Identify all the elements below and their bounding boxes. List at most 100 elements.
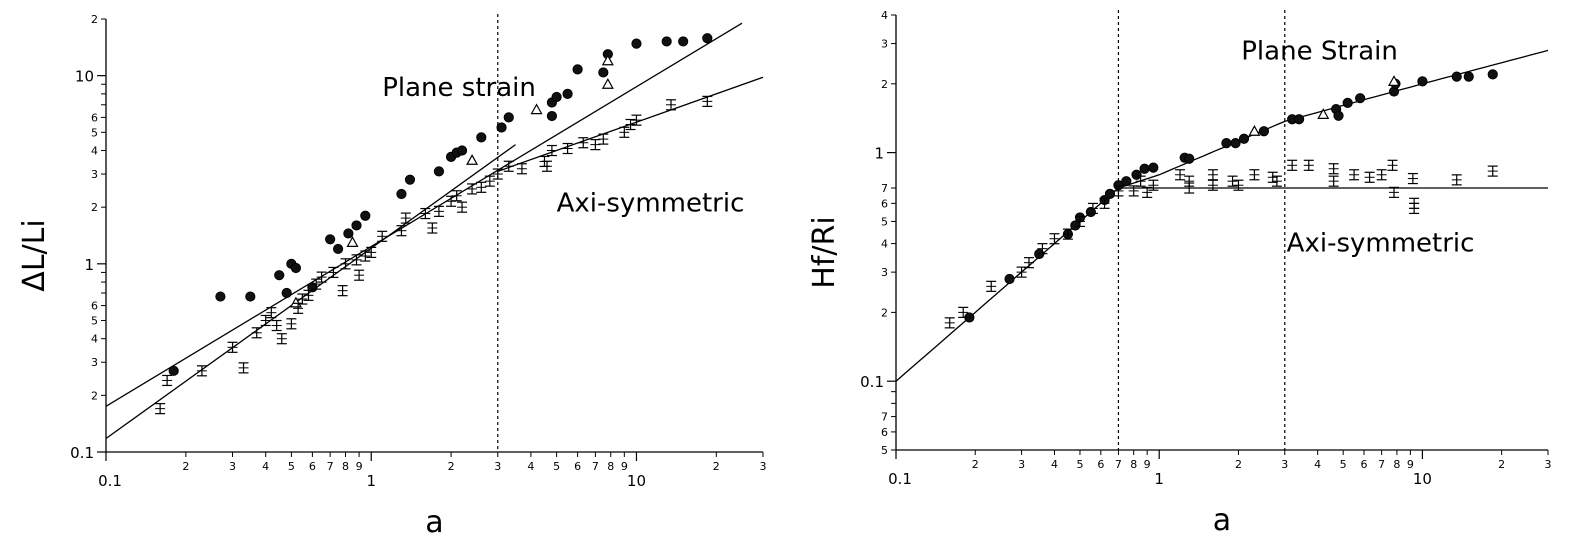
y-minor-tick-label: 5: [881, 215, 888, 228]
data-point-errorbar: [944, 317, 955, 329]
x-minor-tick-label: 9: [356, 460, 363, 473]
x-minor-tick-label: 9: [1407, 458, 1414, 471]
data-point-filled: [332, 243, 344, 255]
data-point-errorbar: [1062, 228, 1073, 240]
x-minor-tick-label: 7: [327, 460, 334, 473]
x-minor-tick-label: 3: [760, 460, 767, 473]
data-point-errorbar: [1207, 169, 1218, 181]
data-point-errorbar: [196, 365, 207, 377]
x-minor-tick-label: 8: [1393, 458, 1400, 471]
data-point-errorbar: [1407, 172, 1418, 185]
data-point-errorbar: [1037, 243, 1048, 255]
x-minor-tick-label: 2: [1235, 458, 1242, 471]
x-minor-tick-label: 2: [448, 460, 455, 473]
y-minor-tick-label: 6: [881, 197, 888, 210]
data-point-filled: [456, 145, 468, 156]
data-point-filled: [546, 110, 558, 122]
data-point-errorbar: [155, 403, 166, 415]
x-minor-tick-label: 8: [1130, 458, 1137, 471]
data-point-filled: [572, 64, 583, 75]
y-minor-tick-label: 5: [91, 314, 98, 327]
x-major-tick-label: 0.1: [98, 472, 122, 490]
data-point-errorbar: [360, 250, 371, 262]
data-point-errorbar: [503, 160, 514, 172]
data-point-errorbar: [366, 246, 377, 259]
data-point-filled: [215, 291, 226, 302]
y-axis-title: Hf/Ri: [807, 216, 842, 288]
data-point-filled: [245, 291, 256, 302]
y-major-tick-label: 0.1: [860, 373, 884, 391]
data-point-errorbar: [1049, 233, 1060, 245]
data-point-filled: [1004, 273, 1015, 285]
data-point-errorbar: [340, 258, 351, 270]
data-point-errorbar: [251, 327, 262, 339]
data-point-errorbar: [311, 278, 322, 290]
y-axis-title: ΔL/Li: [17, 219, 52, 291]
y-major-tick-label: 10: [75, 68, 94, 86]
data-point-errorbar: [619, 126, 630, 138]
data-point-filled: [631, 38, 642, 49]
x-minor-tick-label: 3: [1018, 458, 1025, 471]
data-point-filled: [1139, 163, 1150, 174]
data-point-errorbar: [328, 266, 339, 279]
annotation-label: Axi-symmetric: [557, 188, 745, 218]
data-point-errorbar: [1287, 159, 1298, 171]
data-point-errorbar: [316, 271, 327, 283]
data-point-errorbar: [1184, 182, 1195, 194]
data-point-errorbar: [1487, 165, 1498, 177]
data-point-errorbar: [420, 207, 431, 220]
data-point-filled: [1355, 93, 1366, 104]
data-point-errorbar: [986, 280, 997, 292]
data-point-errorbar: [238, 362, 249, 374]
data-point-errorbar: [1376, 169, 1387, 181]
x-major-tick-label: 10: [1413, 470, 1432, 488]
data-point-errorbar: [542, 160, 553, 172]
y-minor-tick-label: 3: [91, 356, 98, 369]
data-point-errorbar: [276, 333, 287, 345]
x-minor-tick-label: 5: [553, 460, 560, 473]
data-point-filled: [1417, 76, 1428, 87]
chart-left: 0.1 1 102 3 4 5 6 7 8 9 2 3 4 5 6 7 8 9 2 30.11102345623456…: [17, 13, 767, 540]
x-minor-tick-label: 4: [262, 460, 269, 473]
data-point-filled: [281, 287, 292, 299]
data-point-filled: [351, 220, 362, 231]
y-minor-tick-label: 7: [881, 182, 888, 195]
data-point-errorbar: [484, 175, 495, 187]
x-minor-tick-label: 3: [1281, 458, 1288, 471]
data-point-filled: [1184, 153, 1195, 164]
data-point-errorbar: [1087, 202, 1098, 215]
x-minor-tick-label: 7: [1378, 458, 1385, 471]
y-minor-tick-label: 2: [881, 306, 888, 319]
y-minor-tick-label: 3: [91, 168, 98, 181]
data-point-filled: [598, 67, 609, 78]
data-point-errorbar: [286, 318, 297, 330]
data-point-errorbar: [702, 95, 713, 107]
data-point-errorbar: [396, 225, 407, 237]
y-major-tick-label: 1: [874, 145, 884, 163]
data-point-errorbar: [400, 212, 411, 224]
x-minor-tick-label: 3: [1545, 458, 1552, 471]
data-point-filled: [1238, 133, 1250, 144]
data-point-errorbar: [562, 142, 573, 155]
data-point-errorbar: [427, 222, 438, 234]
data-point-filled: [168, 365, 179, 376]
data-point-errorbar: [227, 341, 238, 353]
data-point-filled: [1104, 188, 1116, 199]
data-point-filled: [396, 188, 407, 200]
data-point-filled: [503, 112, 514, 123]
data-point-triangle: [601, 78, 614, 89]
y-minor-tick-label: 6: [91, 300, 98, 313]
data-point-filled: [702, 33, 713, 44]
data-point-filled: [290, 262, 302, 274]
data-point-filled: [274, 270, 285, 281]
data-point-errorbar: [1387, 159, 1398, 171]
annotation-label: Plane strain: [382, 73, 536, 103]
data-point-filled: [661, 36, 672, 47]
x-axis-title: a: [425, 505, 443, 540]
x-minor-tick-label: 5: [1340, 458, 1347, 471]
data-point-errorbar: [1328, 163, 1339, 175]
data-point-errorbar: [1099, 197, 1110, 209]
data-point-errorbar: [958, 306, 969, 318]
data-point-filled: [433, 166, 445, 177]
x-major-tick-label: 1: [366, 472, 376, 490]
